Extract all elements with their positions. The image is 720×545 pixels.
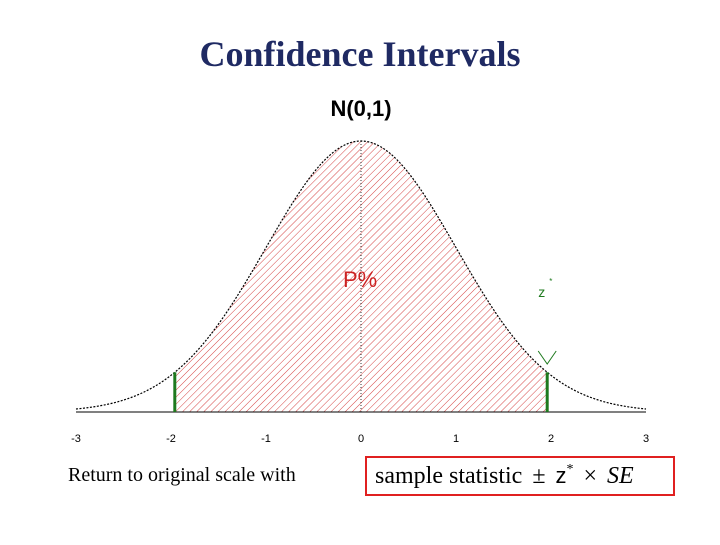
formula-box: sample statistic ± z * × SE [365, 456, 675, 496]
formula-plus-minus: ± [532, 462, 546, 489]
formula-sample-statistic: sample statistic [375, 462, 523, 489]
critical-value-label: z [538, 284, 545, 300]
formula-times: × [583, 462, 598, 489]
formula-star: * [566, 462, 574, 477]
x-tick-label: -2 [166, 433, 176, 445]
x-tick-label: 1 [453, 433, 459, 445]
shade-label: P% [343, 267, 377, 292]
x-tick-label: 3 [643, 433, 649, 445]
x-tick-label: -1 [261, 433, 271, 445]
critical-value-star: * [549, 277, 552, 286]
slide-title: Confidence Intervals [199, 34, 521, 74]
footer-text: Return to original scale with [68, 464, 296, 486]
x-tick-label: 0 [358, 433, 364, 445]
x-tick-label: 2 [548, 433, 554, 445]
formula-se: SE [607, 462, 634, 489]
formula-z: z [555, 463, 567, 488]
chart-title: N(0,1) [330, 96, 391, 121]
critical-value-arrow [537, 350, 557, 365]
x-tick-label: -3 [71, 433, 81, 445]
density-curve [75, 140, 647, 410]
